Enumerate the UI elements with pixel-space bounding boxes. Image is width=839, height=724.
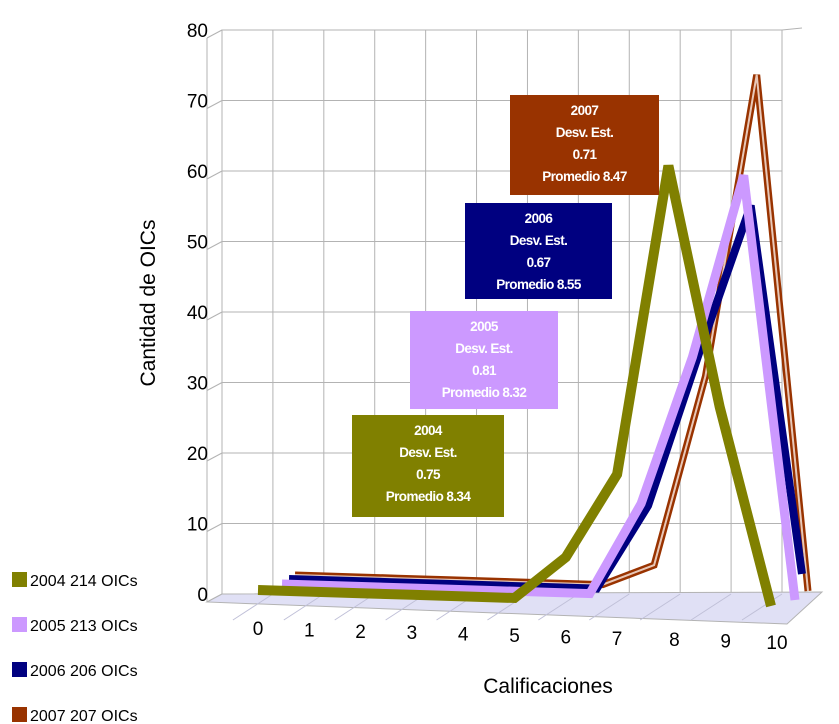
annotation-boxes: 2004 Desv. Est. 0.75 Promedio 8.34 2005 Desv.… [352, 95, 659, 517]
side-grid-line [206, 382, 223, 391]
annotation-text: 0.71 [573, 147, 598, 162]
y-tick-labels: 0 10 20 30 40 50 60 70 80 [187, 21, 208, 606]
floor-grid-line [741, 593, 783, 621]
y-tick-label: 60 [187, 162, 208, 183]
y-tick-label: 0 [197, 585, 208, 606]
y-tick-label: 80 [187, 21, 208, 42]
legend-count: 214 OICs [70, 573, 138, 590]
legend-year: 2007 [30, 708, 66, 724]
floor-grid-line [232, 593, 274, 621]
side-grid-line [206, 29, 223, 39]
legend-item-2006: 2006 206 OICs [12, 662, 138, 680]
x-tick-label: 6 [561, 627, 572, 648]
x-tick-label: 4 [458, 625, 469, 646]
side-grid-line [206, 523, 223, 532]
annotation-box-2007: 2007 Desv. Est. 0.71 Promedio 8.47 [510, 95, 659, 195]
annotation-box-bg [410, 311, 558, 409]
annotation-text: Promedio 8.32 [442, 385, 527, 400]
x-tick-labels: 0 1 2 3 4 5 6 7 8 9 10 [253, 619, 788, 654]
legend-count: 207 OICs [70, 708, 138, 724]
side-grid-line [206, 241, 223, 250]
annotation-text: Desv. Est. [399, 445, 457, 460]
y-tick-label: 30 [187, 374, 208, 395]
floor-grid-line [589, 593, 630, 621]
x-tick-label: 0 [253, 619, 264, 640]
annotation-text: Desv. Est. [556, 125, 614, 140]
floor-plane [205, 591, 824, 625]
annotation-box-2005: 2005 Desv. Est. 0.81 Promedio 8.32 [410, 311, 558, 409]
legend-swatch [12, 617, 27, 632]
annotation-text: 0.67 [527, 255, 551, 270]
annotation-text: 2006 [525, 211, 554, 226]
right-wall-edge [781, 27, 803, 31]
x-tick-label: 5 [509, 626, 520, 647]
legend-year: 2006 [30, 663, 66, 680]
x-tick-label: 9 [720, 632, 731, 653]
annotation-box-2006: 2006 Desv. Est. 0.67 Promedio 8.55 [465, 203, 612, 299]
floor-grid-line [639, 593, 681, 621]
y-axis-title: Cantidad de OICs [137, 220, 160, 387]
legend-swatch [12, 572, 27, 587]
floor-grid-line [283, 593, 325, 621]
legend-swatch [12, 707, 27, 722]
y-tick-label: 70 [187, 92, 208, 113]
annotation-text: 2007 [571, 103, 599, 118]
legend-count: 206 OICs [70, 663, 138, 680]
annotation-text: 2005 [470, 319, 499, 334]
y-tick-label: 40 [187, 303, 208, 324]
series-line-2004 [257, 164, 776, 608]
series-line-2006 [288, 204, 806, 593]
side-grid-line [206, 100, 223, 109]
side-grid-line [206, 170, 223, 180]
legend-item-2004: 2004 214 OICs [12, 572, 138, 590]
x-tick-label: 7 [612, 629, 623, 650]
legend-count: 213 OICs [70, 618, 138, 635]
series-lines [257, 74, 812, 608]
annotation-text: Promedio 8.55 [496, 277, 582, 292]
y-tick-label: 20 [187, 444, 208, 465]
annotation-box-2004: 2004 Desv. Est. 0.75 Promedio 8.34 [352, 415, 504, 517]
annotation-text: 0.75 [416, 467, 441, 482]
floor-grid-line [690, 593, 732, 621]
x-axis-title: Calificaciones [483, 675, 613, 698]
x-tick-label: 2 [355, 622, 366, 643]
annotation-box-bg [510, 95, 659, 195]
legend-swatch [12, 662, 27, 677]
x-tick-label: 1 [304, 620, 315, 641]
series-line-2005 [281, 174, 800, 601]
y-tick-label: 10 [187, 515, 208, 536]
annotation-text: Promedio 8.47 [542, 169, 627, 184]
x-tick-label: 8 [669, 630, 680, 651]
legend-item-2007: 2007 207 OICs [12, 707, 138, 724]
floor-grid-line [538, 593, 579, 621]
side-grid-line [206, 311, 223, 321]
annotation-box-bg [465, 203, 612, 299]
side-grid-line [206, 452, 223, 462]
annotation-text: Desv. Est. [510, 233, 568, 248]
annotation-text: 2004 [414, 423, 443, 438]
legend-item-2005: 2005 213 OICs [12, 617, 138, 635]
y-tick-label: 50 [187, 233, 208, 254]
annotation-text: Desv. Est. [455, 341, 513, 356]
legend: 2004 214 OICs 2005 213 OICs 2006 206 OICs 2007… [12, 572, 138, 724]
legend-year: 2005 [30, 618, 66, 635]
annotation-text: Promedio 8.34 [386, 489, 472, 504]
annotation-text: 0.81 [472, 363, 497, 378]
x-tick-label: 10 [766, 633, 787, 654]
annotation-box-bg [352, 415, 504, 517]
legend-year: 2004 [30, 573, 66, 590]
x-tick-label: 3 [407, 623, 418, 644]
